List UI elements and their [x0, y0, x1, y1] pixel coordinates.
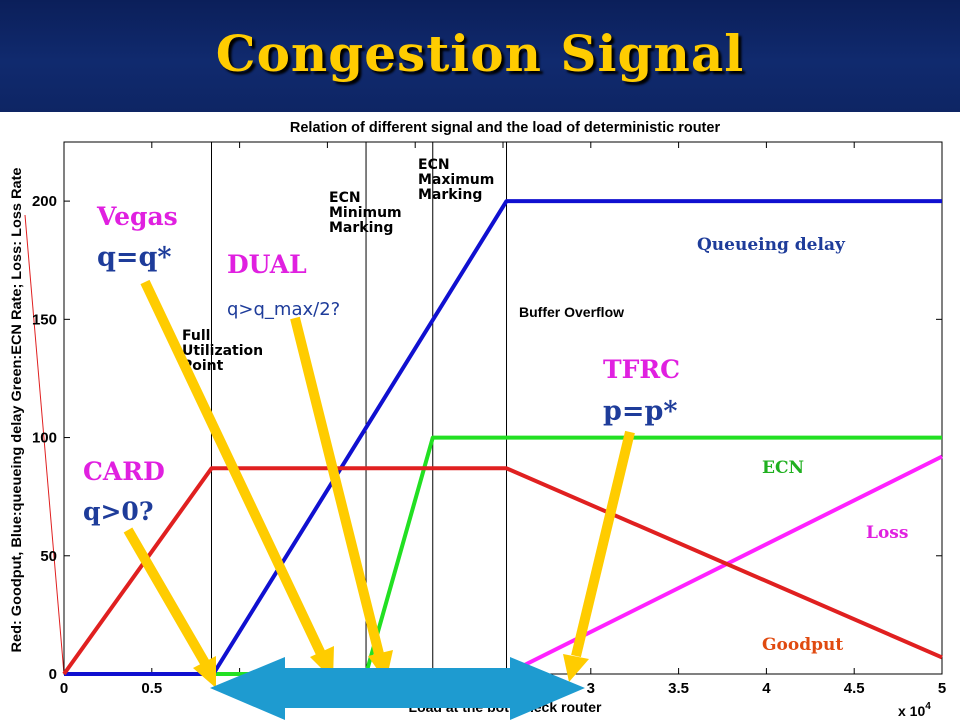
plot-frame — [63, 141, 943, 675]
slide-title: Congestion Signal — [215, 24, 745, 83]
chart-title: Relation of different signal and the loa… — [290, 120, 721, 136]
x-tick-label: 4.5 — [844, 680, 865, 697]
tfrc-arrow — [571, 430, 635, 658]
callout-card-name: CARD — [83, 457, 165, 486]
x-tick-label: 4 — [762, 680, 771, 697]
callout-tfrc-cond: p=p* — [603, 396, 678, 427]
red-diagonal-line — [24, 214, 65, 675]
y-tick-label: 50 — [40, 548, 57, 565]
callout-dual-cond: q>q_max/2? — [227, 299, 340, 320]
chart: Relation of different signal and the loa… — [8, 120, 946, 720]
x-tick-label: 5 — [938, 680, 946, 697]
callout-dual-name: DUAL — [227, 250, 307, 279]
x-tick-label: 0.5 — [141, 680, 162, 697]
legend-queueing-delay: Queueing delay — [697, 235, 846, 255]
annotation-ecn-maximum: ECN Maximum Marking — [418, 157, 494, 203]
x-exponent: x 104 — [898, 701, 931, 719]
y-axis-title: Red: Goodput, Blue:queueing delay Green:… — [8, 167, 24, 652]
x-tick-label: 3.5 — [668, 680, 689, 697]
callout-tfrc-name: TFRC — [603, 355, 680, 384]
x-exponent-base: x 10 — [898, 703, 925, 719]
legend-loss: Loss — [866, 523, 908, 543]
y-tick-label: 0 — [49, 666, 57, 683]
y-tick-label: 100 — [32, 430, 57, 447]
dual-arrow — [290, 316, 385, 660]
y-tick-labels: 0 50 100 150 200 — [32, 193, 57, 683]
y-tick-label: 150 — [32, 311, 57, 328]
callout-vegas-cond: q=q* — [97, 242, 172, 273]
callout-vegas-name: Vegas — [96, 202, 178, 231]
annotation-ecn-maximum-label: ECN Maximum Marking — [418, 157, 494, 203]
annotation-full-utilization-label: Full Utilization Point — [182, 328, 263, 374]
series-lines — [62, 199, 943, 676]
yellow-arrows — [123, 279, 635, 688]
title-bar — [0, 0, 960, 112]
vegas-arrow — [140, 279, 327, 659]
range-double-arrow — [210, 657, 585, 720]
y-axis-label: Red: Goodput, Blue:queueing delay Green:… — [8, 167, 24, 652]
annotation-ecn-minimum-label: ECN Minimum Marking — [329, 190, 402, 236]
series-line-goodput — [62, 466, 943, 676]
card-arrow-head — [193, 656, 216, 688]
x-exponent-power: 4 — [925, 701, 931, 712]
series-line-queueing-delay — [64, 199, 942, 676]
tfrc-arrow-head — [563, 654, 589, 682]
legend-goodput: Goodput — [762, 635, 843, 655]
legend-ecn: ECN — [762, 458, 804, 478]
card-arrow — [123, 527, 210, 666]
x-tick-label: 0 — [60, 680, 68, 697]
annotation-buffer-overflow: Buffer Overflow — [519, 304, 624, 320]
y-tick-label: 200 — [32, 193, 57, 210]
annotation-ecn-minimum: ECN Minimum Marking — [329, 190, 402, 236]
x-tick-label: 3 — [587, 680, 595, 697]
axes — [63, 141, 943, 675]
callout-card-cond: q>0? — [83, 497, 153, 526]
annotation-full-utilization: Full Utilization Point — [182, 328, 263, 374]
